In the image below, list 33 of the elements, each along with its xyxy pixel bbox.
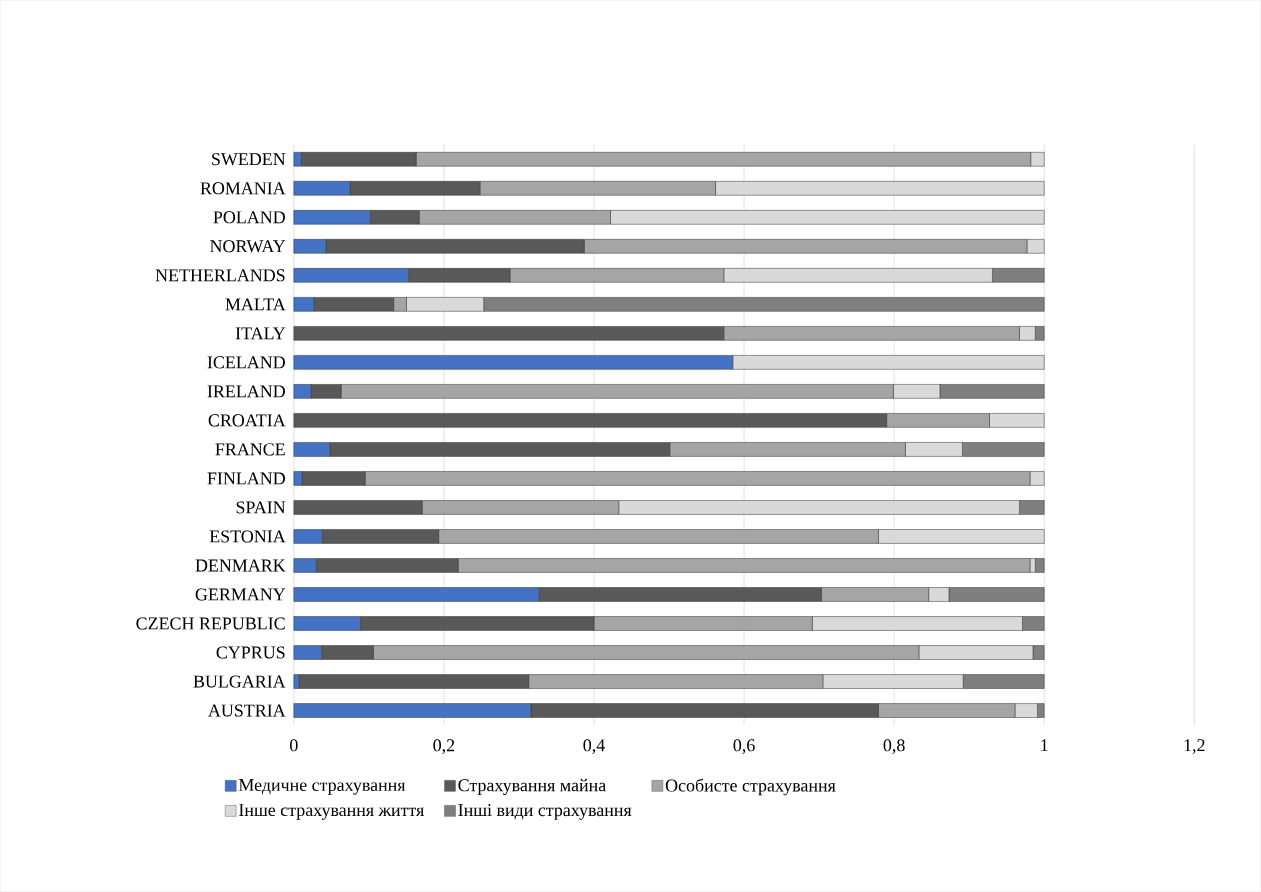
x-tick-label: 1,2 xyxy=(1184,739,1205,754)
x-tick-label: 0,8 xyxy=(883,739,905,755)
y-tick-label: CYPRUS xyxy=(216,646,285,659)
x-tick-label: 0,6 xyxy=(733,739,755,755)
x-tick-label: 1 xyxy=(1041,739,1048,752)
y-tick-label: POLAND xyxy=(213,211,285,224)
y-tick-label: ROMANIA xyxy=(200,182,286,195)
y-tick-label: ITALY xyxy=(235,327,286,340)
x-tick-label: 0,2 xyxy=(433,739,455,755)
x-tick-label: 0 xyxy=(290,739,298,752)
y-tick-label: CROATIA xyxy=(208,414,286,427)
y-tick-label: ICELAND xyxy=(207,356,285,369)
y-tick-label: SPAIN xyxy=(236,501,286,514)
legend-label: Страхування майна xyxy=(458,778,606,796)
y-tick-label: AUSTRIA xyxy=(208,704,286,717)
y-tick-label: FRANCE xyxy=(215,443,285,456)
y-tick-label: BULGARIA xyxy=(193,675,286,688)
legend-label: Медичне страхування xyxy=(238,779,406,795)
x-tick-label: 0,4 xyxy=(583,739,605,755)
legend-label: Інші види страхування xyxy=(458,804,632,820)
bar xyxy=(1034,558,1045,573)
legend-label: Особисте страхування xyxy=(665,778,836,796)
y-tick-label: MALTA xyxy=(225,298,286,311)
y-tick-label: FINLAND xyxy=(207,472,285,485)
y-tick-label: ESTONIA xyxy=(209,530,286,543)
y-tick-label: SWEDEN xyxy=(212,153,286,166)
y-tick-label: CZECH REPUBLIC xyxy=(136,617,285,630)
y-tick-label: GERMANY xyxy=(195,588,286,601)
y-tick-label: IRELAND xyxy=(207,385,285,398)
y-tick-label: DENMARK xyxy=(195,559,286,572)
y-tick-label: NORWAY xyxy=(210,240,286,253)
y-tick-label: NETHERLANDS xyxy=(155,269,285,282)
legend-label: Інше страхування життя xyxy=(239,804,424,820)
